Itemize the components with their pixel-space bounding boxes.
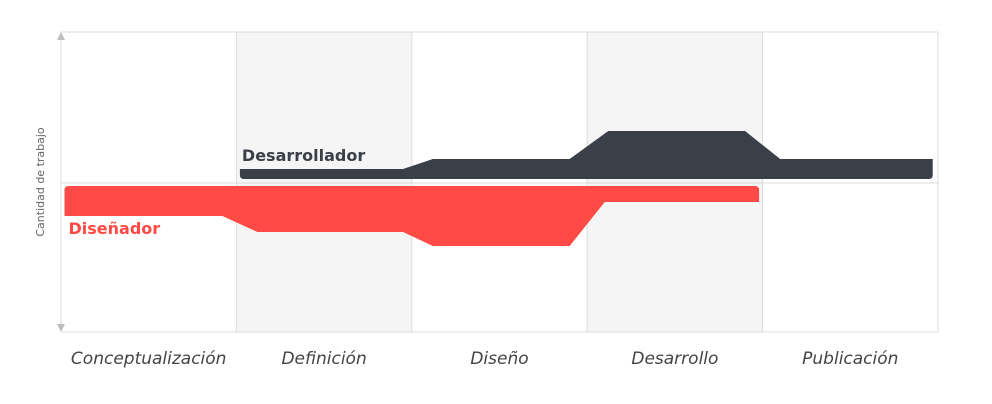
phase-shade-3 bbox=[587, 32, 763, 332]
phase-label-3: Desarrollo bbox=[631, 349, 718, 369]
phase-shading bbox=[236, 32, 763, 332]
phase-label-2: Diseño bbox=[470, 349, 528, 369]
phase-labels: Conceptualización Definición Diseño Desarro… bbox=[71, 349, 899, 369]
y-axis-arrow-up bbox=[57, 32, 65, 40]
y-axis-label: Cantidad de trabajo bbox=[34, 127, 47, 237]
series-area-1 bbox=[64, 186, 760, 246]
phase-label-0: Conceptualización bbox=[71, 349, 227, 369]
series-label-0: Desarrollador bbox=[242, 146, 365, 165]
series-label-1: Diseñador bbox=[69, 219, 161, 238]
phase-label-4: Publicación bbox=[802, 349, 898, 369]
series-area-0 bbox=[239, 131, 933, 179]
phase-shade-1 bbox=[236, 32, 412, 332]
y-axis-arrow-down bbox=[57, 324, 65, 332]
series-labels: Desarrollador Diseñador bbox=[69, 146, 366, 238]
phase-label-1: Definición bbox=[281, 349, 366, 369]
series-areas bbox=[64, 131, 933, 246]
chart-frame bbox=[57, 31, 939, 333]
